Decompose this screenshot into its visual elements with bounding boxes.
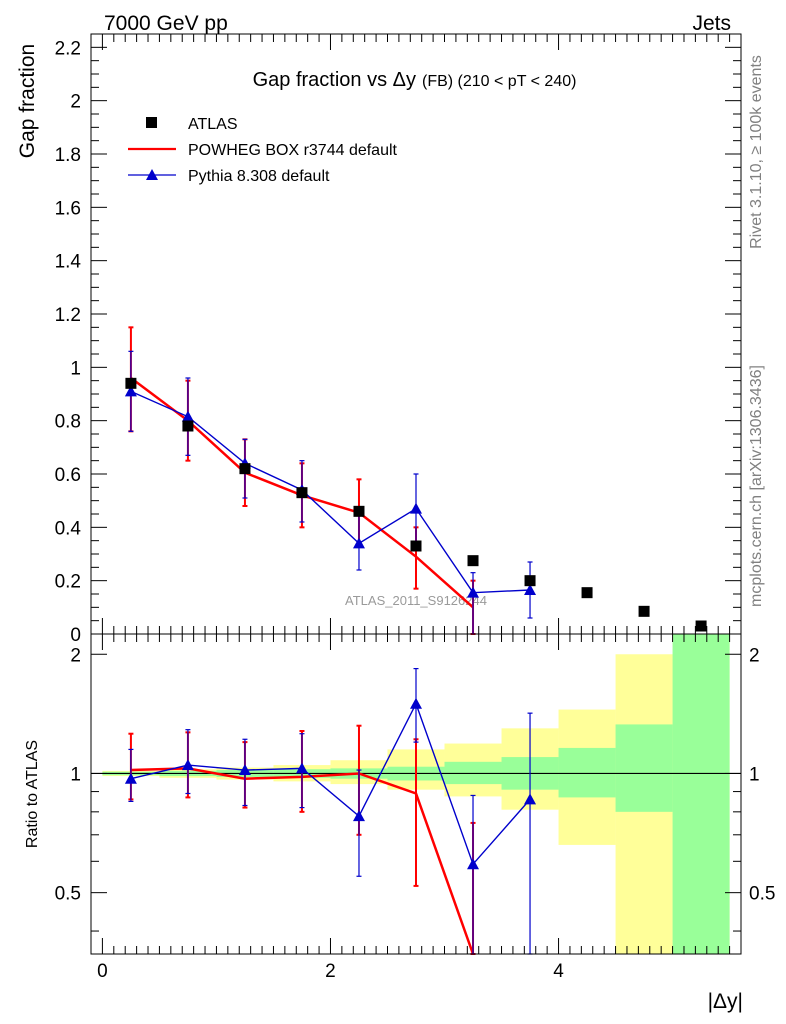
ratio-y-axis-label: Ratio to ATLAS (24, 740, 41, 848)
ratio-y-tick-label-right: 2 (749, 645, 760, 666)
legend-atlas-label: ATLAS (188, 116, 238, 133)
ratio-pythia-line (130, 701, 531, 866)
atlas-data-point (125, 377, 137, 389)
y-tick-label: 1.4 (55, 252, 82, 273)
pythia-marker (524, 584, 537, 595)
y-tick-label: 2.2 (55, 38, 81, 59)
x-axis-label: |Δy| (708, 990, 743, 1013)
ratio-pythia-marker (181, 759, 194, 771)
ratio-y-tick-label-right: 1 (749, 764, 760, 785)
y-tick-label: 1.8 (55, 145, 81, 166)
legend-pythia-marker (146, 169, 158, 180)
ratio-pythia-marker (295, 762, 308, 774)
atlas-data-point (467, 555, 479, 567)
main-axis-ticks (91, 33, 741, 635)
chart-title: Gap fraction vs Δy (253, 69, 416, 91)
legend-pythia-label: Pythia 8.308 default (188, 168, 330, 185)
ratio-axis-ticks (91, 634, 741, 954)
atlas-data-point (296, 487, 308, 499)
ratio-frame (90, 633, 742, 955)
pythia-marker (467, 586, 480, 598)
main-y-tick-labels: 0 0.2 0.4 0.6 0.8 1 1.2 1.4 1.6 1.8 2 2.2 (55, 38, 82, 646)
ratio-y-tick-label: 0.5 (55, 884, 81, 905)
y-tick-label: 2 (70, 92, 81, 113)
rivet-version-label: Rivet 3.1.10, ≥ 100k events (748, 55, 765, 249)
main-panel: 0 0.2 0.4 0.6 0.8 1 1.2 1.4 1.6 1.8 2 2.2 Gap fract… (16, 33, 742, 646)
mcplots-label: mcplots.cern.ch [arXiv:1306.3436] (748, 365, 765, 607)
y-tick-label: 0.8 (55, 412, 81, 433)
legend-powheg-label: POWHEG BOX r3744 default (188, 142, 398, 159)
ratio-y-tick-label-right: 0.5 (749, 884, 775, 905)
inner-band-bin (615, 724, 673, 812)
y-tick-label: 1 (70, 358, 81, 379)
atlas-data-point (353, 505, 365, 517)
energy-label: 7000 GeV pp (104, 12, 228, 35)
ratio-pythia-marker (124, 772, 137, 784)
inner-band-bin (558, 747, 616, 798)
ratio-pythia-marker (524, 793, 537, 805)
pythia-line (130, 390, 531, 594)
atlas-data-point (410, 540, 422, 552)
x-tick-label: 2 (325, 961, 336, 982)
x-tick-label: 0 (97, 961, 108, 982)
ratio-pythia-marker (352, 810, 365, 822)
atlas-data-point (524, 575, 536, 587)
ratio-pythia-marker (467, 858, 480, 870)
ratio-pythia-marker (410, 697, 422, 709)
ratio-y-tick-label: 2 (70, 645, 81, 666)
y-tick-label: 1.6 (55, 198, 81, 219)
x-tick-labels: 0 2 4 (97, 961, 564, 982)
atlas-data-point (182, 420, 194, 432)
analysis-watermark: ATLAS_2011_S9126244 (345, 593, 487, 608)
atlas-data-point (581, 587, 593, 599)
atlas-data-point (239, 463, 251, 475)
main-data-layer (124, 326, 707, 635)
ratio-y-tick-labels: 0.5 0.5 1 1 2 2 (55, 645, 776, 904)
y-tick-label: 1.2 (55, 305, 81, 326)
inner-band-bin (672, 634, 730, 954)
y-tick-label: 0 (70, 625, 81, 646)
main-y-axis-label: Gap fraction (16, 44, 39, 158)
chart-title-suffix: (FB) (210 < pT < 240) (422, 73, 576, 90)
legend-atlas-marker (146, 117, 157, 128)
process-label: Jets (692, 12, 731, 35)
ratio-uncertainty-band (91, 634, 741, 954)
pythia-marker (352, 537, 365, 549)
x-tick-label: 4 (553, 961, 564, 982)
ratio-y-tick-label: 1 (70, 764, 81, 785)
pythia-marker (124, 385, 137, 397)
pythia-marker (410, 502, 422, 514)
y-tick-label: 0.2 (55, 572, 81, 593)
legend: ATLAS POWHEG BOX r3744 default Pythia 8.… (128, 116, 398, 185)
y-tick-label: 0.6 (55, 465, 81, 486)
atlas-data-point (638, 605, 650, 617)
ratio-panel: 0.5 0.5 1 1 2 2 0 2 4 Ratio to ATLAS |Δy| (24, 633, 776, 1013)
pythia-marker (181, 410, 194, 422)
y-tick-label: 0.4 (55, 518, 82, 539)
ratio-data-layer (124, 667, 537, 955)
ratio-pythia-marker (238, 764, 251, 776)
atlas-data-point (695, 620, 707, 632)
